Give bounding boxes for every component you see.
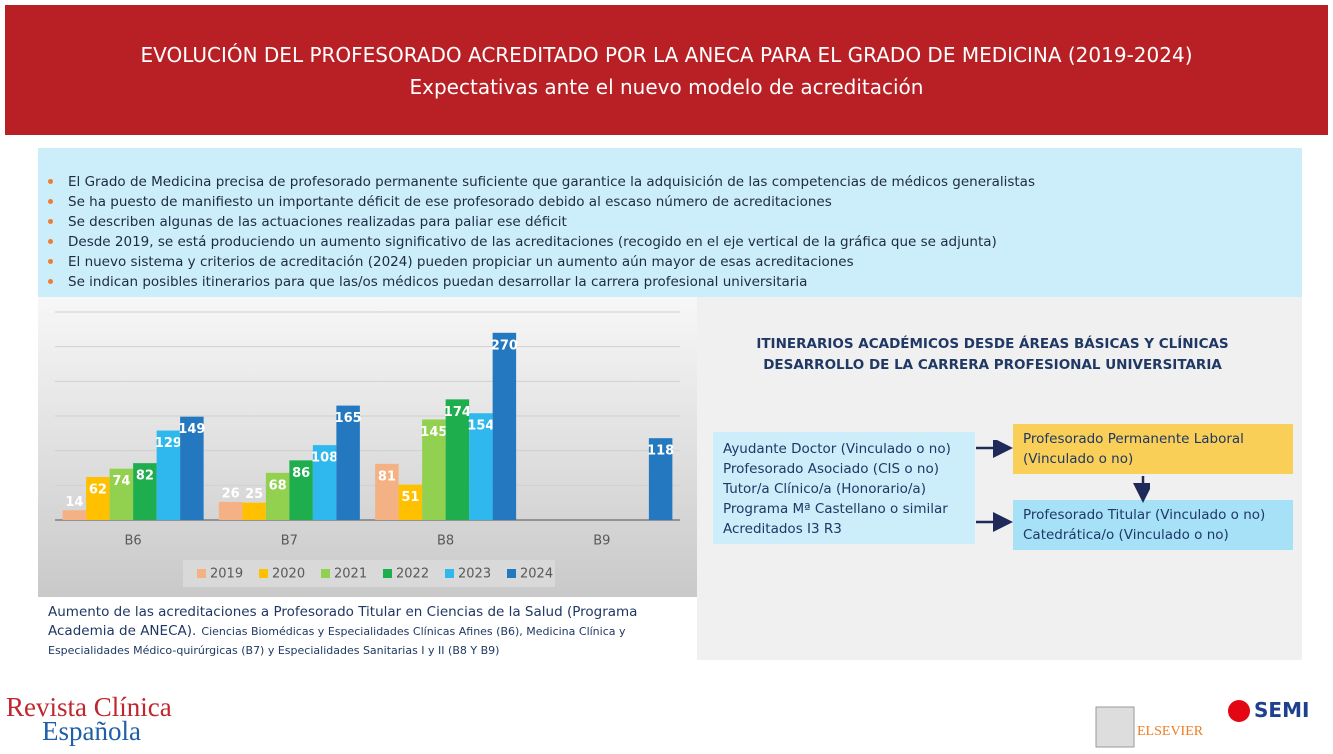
titular-box: Profesorado Titular (Vinculado o no) Cat… xyxy=(1013,500,1293,550)
itineraries-title: ITINERARIOS ACADÉMICOS DESDE ÁREAS BÁSIC… xyxy=(756,336,1229,373)
subtitle: Expectativas ante el nuevo modelo de acr… xyxy=(409,75,924,99)
source: Ayudante Doctor (Vinculado o no) xyxy=(723,441,951,457)
legend-label: 2024 xyxy=(520,567,553,582)
source-box: Ayudante Doctor (Vinculado o no) Profeso… xyxy=(713,432,975,544)
data-label: 118 xyxy=(647,444,674,459)
x-tick-label: B8 xyxy=(437,534,454,549)
bullet: Desde 2019, se está produciendo un aumen… xyxy=(48,232,1302,252)
data-label: 25 xyxy=(245,487,263,502)
bullet: Se describen algunas de las actuaciones … xyxy=(48,212,1302,232)
title: EVOLUCIÓN DEL PROFESORADO ACREDITADO POR… xyxy=(140,43,1193,67)
bar xyxy=(218,501,243,520)
data-label: 62 xyxy=(89,483,107,498)
bar xyxy=(398,484,423,520)
chart-background xyxy=(38,297,697,597)
legend-box xyxy=(183,560,555,587)
data-label: 26 xyxy=(222,486,240,501)
legend-swatch xyxy=(321,569,330,578)
data-label: 270 xyxy=(491,338,518,353)
bar xyxy=(312,445,337,520)
legend-swatch xyxy=(197,569,206,578)
bar xyxy=(336,405,360,520)
bullet-list: El Grado de Medicina precisa de profesor… xyxy=(38,148,1302,292)
source: Acreditados I3 R3 xyxy=(723,521,842,537)
bar xyxy=(62,510,87,520)
bar xyxy=(469,413,493,520)
bar xyxy=(375,463,399,520)
bar xyxy=(445,399,470,520)
legend-swatch xyxy=(383,569,392,578)
bar xyxy=(180,416,204,520)
laboral: Profesorado Permanente Laboral (Vinculad… xyxy=(1023,431,1244,467)
legend-label: 2023 xyxy=(458,567,491,582)
bar xyxy=(422,419,446,520)
bar xyxy=(109,468,134,520)
legend-swatch xyxy=(259,569,268,578)
x-tick-label: B6 xyxy=(125,534,142,549)
x-tick-label: B7 xyxy=(281,534,298,549)
bar xyxy=(242,502,266,520)
caption-detail: Ciencias Biomédicas y Especialidades Clí… xyxy=(48,625,626,657)
titular: Catedrática/o (Vinculado o no) xyxy=(1023,527,1229,543)
journal-name: Revista Clínica xyxy=(6,692,172,722)
data-label: 82 xyxy=(136,469,154,484)
laboral-box: Profesorado Permanente Laboral (Vinculad… xyxy=(1013,424,1293,474)
legend-label: 2022 xyxy=(396,567,429,582)
bullet: El nuevo sistema y criterios de acredita… xyxy=(48,252,1302,272)
data-label: 174 xyxy=(444,405,471,420)
bar xyxy=(133,463,157,520)
source: Tutor/a Clínico/a (Honorario/a) xyxy=(723,481,926,497)
data-label: 51 xyxy=(401,490,419,505)
bullet: El Grado de Medicina precisa de profesor… xyxy=(48,172,1302,192)
x-tick-label: B9 xyxy=(593,534,610,549)
bar xyxy=(289,460,313,520)
titular: Profesorado Titular (Vinculado o no) xyxy=(1023,507,1266,523)
bar xyxy=(86,477,110,520)
data-label: 74 xyxy=(112,474,130,489)
data-label: 149 xyxy=(178,422,205,437)
data-label: 108 xyxy=(311,451,338,466)
bullet: Se indican posibles itinerarios para que… xyxy=(48,272,1302,292)
legend-label: 2020 xyxy=(272,567,305,582)
data-label: 165 xyxy=(335,411,362,426)
elsevier-logo xyxy=(1095,706,1135,748)
bar xyxy=(492,332,517,520)
logo-dot xyxy=(1228,700,1250,722)
bar xyxy=(156,430,181,520)
data-label: 86 xyxy=(292,466,310,481)
bullet-box: El Grado de Medicina precisa de profesor… xyxy=(38,148,1302,297)
caption: Aumento de las acreditaciones a Profesor… xyxy=(38,597,697,660)
semi-logo xyxy=(1228,700,1250,722)
source: Programa Mª Castellano o similar xyxy=(723,501,948,517)
data-label: 68 xyxy=(269,478,287,493)
data-label: 14 xyxy=(65,495,83,510)
journal-name: Española xyxy=(42,716,141,746)
bar xyxy=(648,438,673,520)
legend-swatch xyxy=(507,569,516,578)
arrows xyxy=(976,440,1150,532)
bullet: Se ha puesto de manifiesto un importante… xyxy=(48,192,1302,212)
source: Profesorado Asociado (CIS o no) xyxy=(723,461,939,477)
legend-label: 2019 xyxy=(210,567,243,582)
publisher: ELSEVIER xyxy=(1137,724,1204,739)
data-label: 145 xyxy=(420,425,447,440)
data-label: 154 xyxy=(467,419,494,434)
legend-swatch xyxy=(445,569,454,578)
header: EVOLUCIÓN DEL PROFESORADO ACREDITADO POR… xyxy=(5,5,1328,135)
data-label: 129 xyxy=(155,436,182,451)
bar xyxy=(265,472,290,520)
legend-label: 2021 xyxy=(334,567,367,582)
society: SEMI xyxy=(1254,698,1310,722)
logo-tree xyxy=(1095,706,1135,748)
caption-main: Aumento de las acreditaciones a Profesor… xyxy=(48,604,638,639)
data-label: 81 xyxy=(378,469,396,484)
